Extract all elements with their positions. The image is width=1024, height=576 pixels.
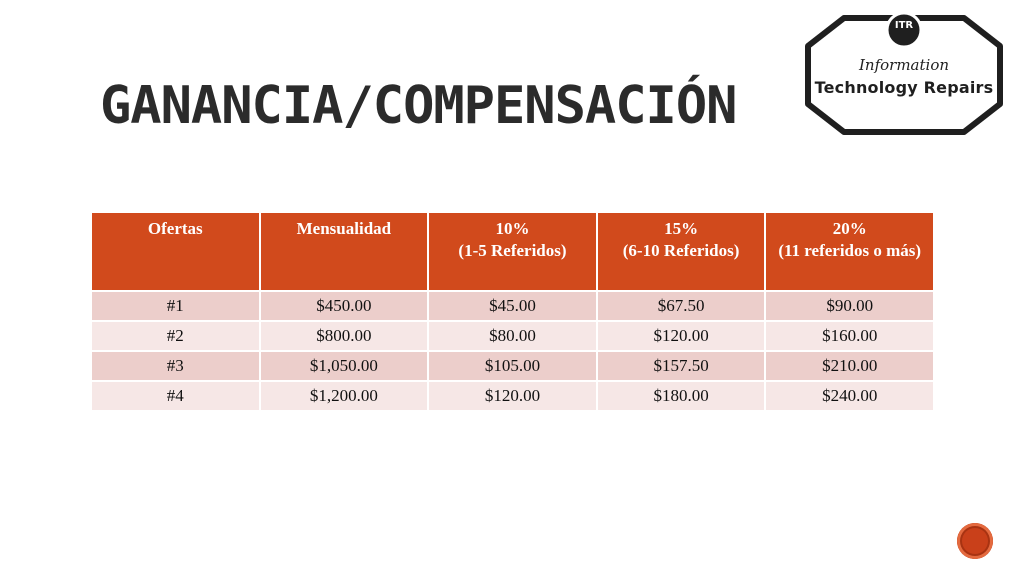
compensation-table: Ofertas Mensualidad 10% (1-5 Referidos) … <box>90 211 935 412</box>
table-header-row: Ofertas Mensualidad 10% (1-5 Referidos) … <box>90 211 935 292</box>
itr-logo: ITR Information Technology Repairs <box>804 12 1004 138</box>
header-15-percent: 15% (6-10 Referidos) <box>595 211 767 292</box>
header-label: Mensualidad <box>296 219 392 238</box>
header-sublabel: (11 referidos o más) <box>778 241 922 260</box>
logo-badge-shape <box>805 12 1003 135</box>
header-label: 10% <box>495 219 530 238</box>
header-20-percent: 20% (11 referidos o más) <box>764 211 935 292</box>
table-row: #2 $800.00 $80.00 $120.00 $160.00 <box>90 320 935 352</box>
table-row: #3 $1,050.00 $105.00 $157.50 $210.00 <box>90 350 935 382</box>
table-row: #1 $450.00 $45.00 $67.50 $90.00 <box>90 290 935 322</box>
circle-button-icon[interactable] <box>957 523 993 559</box>
table-cell: $45.00 <box>427 290 598 322</box>
table-cell: $120.00 <box>427 380 598 412</box>
table-cell: $90.00 <box>764 290 935 322</box>
table-cell: $67.50 <box>595 290 767 322</box>
table-cell: #2 <box>90 320 261 352</box>
table-cell: $800.00 <box>258 320 430 352</box>
table-cell: $450.00 <box>258 290 430 322</box>
table-cell: $105.00 <box>427 350 598 382</box>
table-cell: #4 <box>90 380 261 412</box>
table-row: #4 $1,200.00 $120.00 $180.00 $240.00 <box>90 380 935 412</box>
header-sublabel: (1-5 Referidos) <box>458 241 567 260</box>
slide-title: Ganancia/Compensación <box>100 76 737 136</box>
logo-main-text: Technology Repairs <box>814 78 994 97</box>
table-cell: $160.00 <box>764 320 935 352</box>
header-sublabel: (6-10 Referidos) <box>622 241 740 260</box>
table-cell: $180.00 <box>595 380 767 412</box>
table-cell: $80.00 <box>427 320 598 352</box>
logo-badge-text: ITR <box>894 20 914 31</box>
header-ofertas: Ofertas <box>90 211 261 292</box>
table-cell: #3 <box>90 350 261 382</box>
header-10-percent: 10% (1-5 Referidos) <box>427 211 598 292</box>
table-cell: $1,050.00 <box>258 350 430 382</box>
table-cell: $157.50 <box>595 350 767 382</box>
table-cell: $210.00 <box>764 350 935 382</box>
table-cell: $240.00 <box>764 380 935 412</box>
header-mensualidad: Mensualidad <box>258 211 430 292</box>
table-cell: $120.00 <box>595 320 767 352</box>
header-label: 20% <box>832 219 867 238</box>
header-label: Ofertas <box>147 219 203 238</box>
table-cell: $1,200.00 <box>258 380 430 412</box>
header-label: 15% <box>664 219 699 238</box>
logo-subtitle: Information <box>858 56 950 74</box>
table-cell: #1 <box>90 290 261 322</box>
